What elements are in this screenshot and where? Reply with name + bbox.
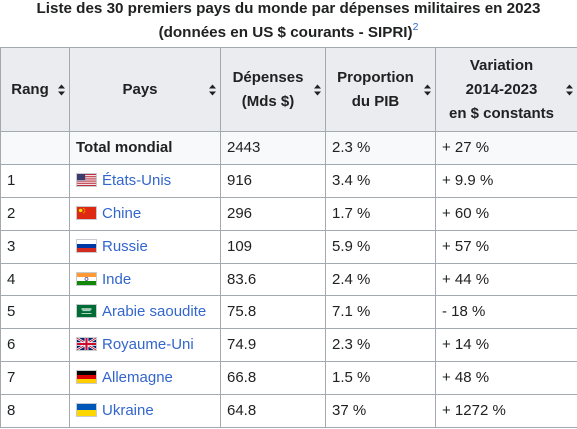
variation-cell: + 60 % <box>435 196 577 231</box>
germany-flag-icon[interactable] <box>76 370 97 385</box>
header-gdp-share[interactable]: Proportion du PIB <box>325 47 436 132</box>
gdp-cell: 7.1 % <box>325 295 436 330</box>
spending-cell: 916 <box>220 163 326 198</box>
variation-cell: + 1272 % <box>435 394 577 429</box>
total-variation: + 27 % <box>435 131 577 165</box>
gdp-cell: 3.4 % <box>325 163 436 198</box>
header-rank[interactable]: Rang <box>0 47 70 132</box>
country-link[interactable]: Arabie saoudite <box>102 303 207 321</box>
sort-icon <box>58 84 65 95</box>
variation-cell: + 14 % <box>435 328 577 363</box>
table-caption: Liste des 30 premiers pays du monde par … <box>0 0 577 45</box>
header-spending[interactable]: Dépenses (Mds $) <box>220 47 326 132</box>
spending-cell: 296 <box>220 196 326 231</box>
variation-cell: + 48 % <box>435 361 577 396</box>
military-spending-table: Rang Pays Dépenses (Mds $) Proportion du P… <box>0 47 577 429</box>
sort-icon <box>314 84 321 95</box>
rank-cell: 2 <box>0 196 70 231</box>
country-cell: Royaume-Uni <box>69 328 221 363</box>
country-cell: Chine <box>69 196 221 231</box>
country-link[interactable]: États-Unis <box>102 171 172 189</box>
china-flag-icon[interactable] <box>76 205 97 220</box>
reference-link[interactable]: 2 <box>412 21 419 33</box>
spending-cell: 75.8 <box>220 295 326 330</box>
us-flag-icon[interactable] <box>76 172 97 187</box>
rank-cell: 6 <box>0 328 70 363</box>
country-link[interactable]: Allemagne <box>102 369 173 387</box>
total-rank <box>0 131 70 165</box>
rank-cell: 1 <box>0 163 70 198</box>
country-cell: Russie <box>69 229 221 264</box>
table-row: 7 Allemagne 66.8 1.5 % + 48 % <box>0 361 577 396</box>
saudi-flag-icon[interactable] <box>76 304 97 319</box>
table-row: 8 Ukraine 64.8 37 % + 1272 % <box>0 394 577 429</box>
country-link[interactable]: Chine <box>102 204 142 222</box>
rank-cell: 8 <box>0 394 70 429</box>
table-row: 1 États-Unis 916 3.4 % + <box>0 163 577 198</box>
sort-icon <box>424 84 431 95</box>
country-link[interactable]: Ukraine <box>102 402 154 420</box>
india-flag-icon[interactable] <box>76 271 97 286</box>
rank-cell: 3 <box>0 229 70 264</box>
header-variation[interactable]: Variation 2014-2023 en $ constants <box>435 47 577 132</box>
rank-cell: 5 <box>0 295 70 330</box>
rank-cell: 7 <box>0 361 70 396</box>
gdp-cell: 1.5 % <box>325 361 436 396</box>
country-cell: Allemagne <box>69 361 221 396</box>
gdp-cell: 2.3 % <box>325 328 436 363</box>
caption-title: Liste des 30 premiers pays du monde par … <box>36 0 541 17</box>
country-link[interactable]: Russie <box>102 237 148 255</box>
sort-icon <box>566 84 573 95</box>
table-row: 6 Royaume-Uni 74.9 2.3 % + 14 % <box>0 328 577 363</box>
variation-cell: + 9.9 % <box>435 163 577 198</box>
uk-flag-icon[interactable] <box>76 337 97 352</box>
table-row: 3 Russie 109 5.9 % + 57 % <box>0 229 577 264</box>
spending-cell: 64.8 <box>220 394 326 429</box>
total-gdp: 2.3 % <box>325 131 436 165</box>
total-spending: 2443 <box>220 131 326 165</box>
table-row: 2 Chine 296 1.7 % + 60 % <box>0 196 577 231</box>
country-cell: États-Unis <box>69 163 221 198</box>
total-row: Total mondial 2443 2.3 % + 27 % <box>0 131 577 165</box>
gdp-cell: 2.4 % <box>325 262 436 297</box>
russia-flag-icon[interactable] <box>76 238 97 253</box>
header-country[interactable]: Pays <box>69 47 221 132</box>
caption-subtitle-line: (données en US $ courants - SIPRI)2 <box>0 21 577 45</box>
header-row: Rang Pays Dépenses (Mds $) Proportion du P… <box>0 47 577 132</box>
variation-cell: + 44 % <box>435 262 577 297</box>
ukraine-flag-icon[interactable] <box>76 403 97 418</box>
spending-cell: 109 <box>220 229 326 264</box>
variation-cell: - 18 % <box>435 295 577 330</box>
sort-icon <box>209 84 216 95</box>
spending-cell: 66.8 <box>220 361 326 396</box>
spending-cell: 83.6 <box>220 262 326 297</box>
total-label: Total mondial <box>69 131 221 165</box>
country-cell: Ukraine <box>69 394 221 429</box>
gdp-cell: 37 % <box>325 394 436 429</box>
table-row: 4 Inde 83.6 2.4 % + 44 % <box>0 262 577 297</box>
rank-cell: 4 <box>0 262 70 297</box>
caption-subtitle: (données en US $ courants - SIPRI) <box>158 24 413 41</box>
country-link[interactable]: Inde <box>102 270 132 288</box>
gdp-cell: 5.9 % <box>325 229 436 264</box>
country-cell: Inde <box>69 262 221 297</box>
gdp-cell: 1.7 % <box>325 196 436 231</box>
table-row: 5 Arabie saoudite 75.8 7.1 % - 18 % <box>0 295 577 330</box>
variation-cell: + 57 % <box>435 229 577 264</box>
spending-cell: 74.9 <box>220 328 326 363</box>
country-link[interactable]: Royaume-Uni <box>102 336 194 354</box>
country-cell: Arabie saoudite <box>69 295 221 330</box>
